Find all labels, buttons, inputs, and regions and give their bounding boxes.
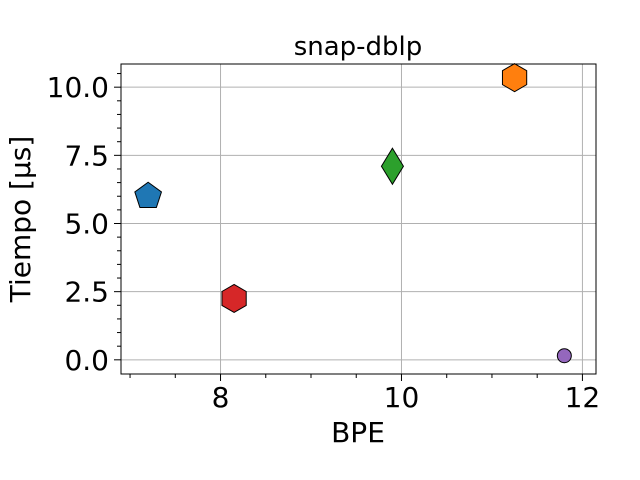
x-tick-label: 12 bbox=[565, 381, 601, 414]
x-tick-label: 10 bbox=[384, 381, 420, 414]
data-point-hexagon bbox=[221, 283, 247, 314]
grid-lines bbox=[121, 64, 596, 374]
x-axis-label: BPE bbox=[331, 416, 385, 449]
y-tick-label: 10.0 bbox=[47, 71, 109, 104]
data-point-hexagon bbox=[501, 63, 528, 93]
axis-ticks bbox=[114, 73, 583, 381]
data-point-circle bbox=[556, 348, 572, 364]
data-point-diamond bbox=[380, 147, 405, 186]
chart-title: snap-dblp bbox=[294, 32, 423, 62]
y-tick-label: 5.0 bbox=[64, 207, 109, 240]
y-tick-label: 0.0 bbox=[64, 344, 109, 377]
y-tick-label: 7.5 bbox=[64, 139, 109, 172]
tick-labels: 8 10 12 0.0 2.5 5.0 7.5 10.0 bbox=[47, 71, 601, 414]
y-tick-label: 2.5 bbox=[64, 276, 109, 309]
plot-frame bbox=[120, 63, 597, 375]
data-points bbox=[134, 63, 572, 364]
y-axis-label: Tiempo [μs] bbox=[4, 136, 37, 304]
data-point-pentagon bbox=[134, 181, 163, 209]
x-tick-label: 8 bbox=[212, 381, 230, 414]
